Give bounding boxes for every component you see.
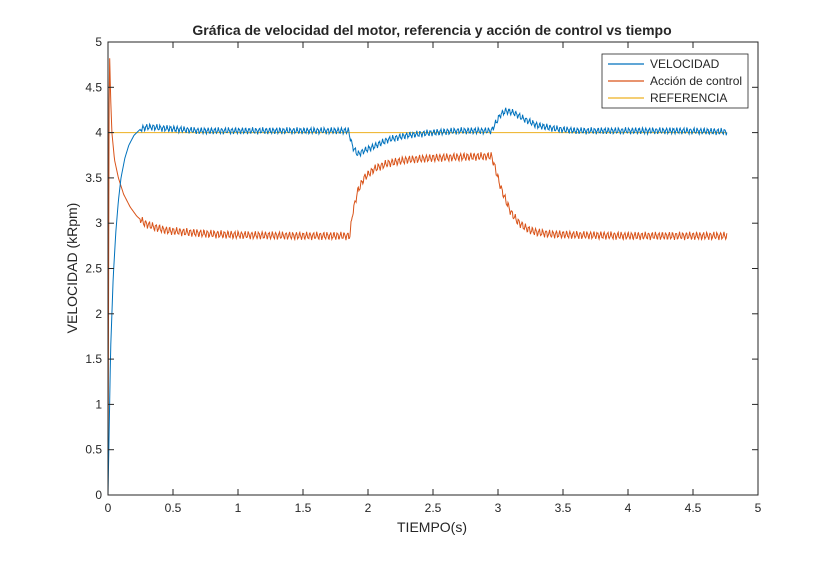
x-tick-label: 0.5 (165, 501, 182, 515)
y-tick-label: 0.5 (85, 443, 102, 457)
legend-label: VELOCIDAD (650, 57, 720, 71)
series-line-0 (107, 107, 728, 496)
x-tick-label: 5 (755, 501, 762, 515)
plot-area (108, 42, 758, 495)
y-tick-label: 3.5 (85, 171, 102, 185)
x-tick-label: 4 (625, 501, 632, 515)
legend: VELOCIDAD Acción de control REFERENCIA (601, 53, 749, 109)
y-tick-label: 2 (95, 307, 102, 321)
y-tick-label: 4.5 (85, 80, 102, 94)
y-tick-label: 2.5 (85, 262, 102, 276)
x-axis-ticks: 0 0.5 1 1.5 2 2.5 3 3.5 4 4.5 5 (105, 42, 762, 515)
y-axis-ticks: 0 0.5 1 1.5 2 2.5 3 3.5 4 4.5 5 (85, 35, 758, 502)
y-tick-label: 0 (95, 488, 102, 502)
x-tick-label: 2.5 (425, 501, 442, 515)
x-tick-label: 4.5 (685, 501, 702, 515)
x-tick-label: 2 (365, 501, 372, 515)
x-tick-label: 1 (235, 501, 242, 515)
series-line-1 (107, 58, 728, 496)
x-tick-label: 3.5 (555, 501, 572, 515)
y-tick-label: 5 (95, 35, 102, 49)
chart-title: Gráfica de velocidad del motor, referenc… (192, 22, 671, 38)
y-axis-label: VELOCIDAD (kRpm) (64, 203, 80, 334)
x-axis-label: TIEMPO(s) (397, 519, 467, 535)
x-tick-label: 1.5 (295, 501, 312, 515)
y-tick-label: 4 (95, 126, 102, 140)
y-tick-label: 1.5 (85, 352, 102, 366)
y-tick-label: 1 (95, 397, 102, 411)
y-tick-label: 3 (95, 216, 102, 230)
legend-label: REFERENCIA (650, 91, 727, 105)
x-tick-label: 3 (495, 501, 502, 515)
legend-label: Acción de control (650, 74, 742, 88)
x-tick-label: 0 (105, 501, 112, 515)
